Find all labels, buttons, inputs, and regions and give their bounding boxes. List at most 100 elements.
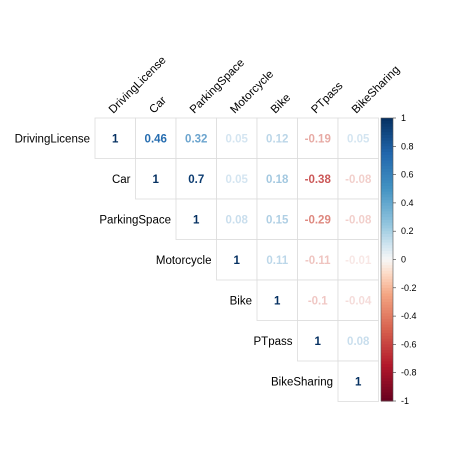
colorbar-tick-label: 0 bbox=[401, 255, 406, 265]
row-label: BikeSharing bbox=[271, 376, 333, 388]
cell-value-label: -0.29 bbox=[305, 214, 331, 226]
colorbar-segment bbox=[381, 219, 393, 224]
cell-value-label: 0.12 bbox=[266, 133, 288, 145]
colorbar-segment bbox=[381, 239, 393, 244]
cell-value-label: 1 bbox=[274, 295, 281, 307]
colorbar-segment bbox=[381, 234, 393, 238]
cell-value-label: -0.19 bbox=[305, 133, 331, 145]
column-label: BikeSharing bbox=[350, 64, 402, 116]
colorbar-segment bbox=[381, 301, 393, 306]
cell-value-label: 1 bbox=[112, 133, 119, 145]
matrix-cell bbox=[94, 117, 136, 159]
column-label: Car bbox=[147, 94, 169, 116]
column-label: Bike bbox=[269, 92, 293, 116]
colorbar-segment bbox=[381, 273, 393, 277]
colorbar-segment bbox=[381, 154, 393, 159]
colorbar-segment bbox=[381, 375, 393, 379]
colorbar-segment bbox=[381, 381, 393, 385]
colorbar-tick-label: -0.8 bbox=[401, 368, 417, 378]
colorbar-segment bbox=[381, 200, 393, 204]
colorbar-segment bbox=[381, 262, 393, 266]
colorbar-segment bbox=[381, 126, 393, 130]
matrix-cell bbox=[297, 117, 339, 159]
colorbar-segment bbox=[381, 347, 393, 351]
colorbar-segment bbox=[381, 140, 393, 144]
matrix-cell bbox=[135, 117, 177, 159]
colorbar-segment bbox=[381, 389, 393, 394]
colorbar-tick-label: -0.6 bbox=[401, 339, 417, 349]
colorbar-segment bbox=[381, 287, 393, 292]
colorbar-segment bbox=[381, 129, 393, 133]
colorbar-segment bbox=[381, 168, 393, 173]
colorbar-segment bbox=[381, 214, 393, 218]
colorbar-segment bbox=[381, 293, 393, 297]
colorbar-segment bbox=[381, 318, 393, 323]
cell-value-label: 1 bbox=[355, 376, 362, 388]
matrix-cell bbox=[216, 158, 258, 200]
colorbar-segment bbox=[381, 211, 393, 215]
row-labels: DrivingLicense Car ParkingSpace Motorcycle B… bbox=[15, 133, 333, 388]
colorbar-tick-label: -0.4 bbox=[401, 311, 417, 321]
cell-value-label: 0.18 bbox=[266, 174, 289, 186]
colorbar-segment bbox=[381, 341, 393, 345]
matrix-cell bbox=[256, 279, 298, 321]
matrix-cell bbox=[135, 158, 177, 200]
colorbar-segment bbox=[381, 282, 393, 286]
colorbar-segment bbox=[381, 386, 393, 391]
colorbar-segment bbox=[381, 364, 393, 368]
colorbar-segment bbox=[381, 217, 393, 221]
matrix-cell bbox=[175, 117, 217, 159]
colorbar-segment bbox=[381, 369, 393, 374]
cell-value-label: 0.08 bbox=[226, 214, 249, 226]
colorbar-segment bbox=[381, 185, 393, 190]
colorbar-segment bbox=[381, 392, 393, 396]
colorbar-segment bbox=[381, 177, 393, 181]
colorbar-segment bbox=[381, 146, 393, 150]
colorbar-segment bbox=[381, 344, 393, 348]
colorbar-segment bbox=[381, 367, 393, 371]
colorbar-segment bbox=[381, 267, 393, 272]
colorbar-segment bbox=[381, 395, 393, 399]
row-label: DrivingLicense bbox=[15, 133, 90, 145]
colorbar-segment bbox=[381, 134, 393, 139]
cell-value-label: 1 bbox=[153, 174, 160, 186]
cell-value-label: 0.05 bbox=[347, 133, 370, 145]
colorbar-segment bbox=[381, 208, 393, 212]
colorbar-segment bbox=[381, 259, 393, 263]
cell-value-label: 0.46 bbox=[145, 133, 167, 145]
row-label: Bike bbox=[230, 295, 252, 307]
colorbar-segment bbox=[381, 123, 393, 127]
row-label: Car bbox=[112, 174, 131, 186]
colorbar-segment bbox=[381, 137, 393, 142]
colorbar-segment bbox=[381, 163, 393, 167]
row-label: ParkingSpace bbox=[99, 214, 171, 226]
colorbar-tick-label: 0.2 bbox=[401, 226, 414, 236]
matrix-cell bbox=[297, 158, 339, 200]
cell-value-label: 1 bbox=[193, 214, 200, 226]
matrix-cell bbox=[216, 239, 258, 281]
colorbar-segment bbox=[381, 228, 393, 232]
cell-value-label: 1 bbox=[234, 255, 241, 267]
colorbar-segment bbox=[381, 316, 393, 320]
colorbar-segment bbox=[381, 120, 393, 125]
colorbar-segment bbox=[381, 330, 393, 334]
colorbar-segment bbox=[381, 160, 393, 164]
colorbar-segment bbox=[381, 248, 393, 252]
colorbar-segment bbox=[381, 372, 393, 377]
colorbar-segment bbox=[381, 183, 393, 187]
cell-values: 1 0.46 0.32 0.05 0.12 -0.19 0.05 1 0.7 0.05 0.18 -0… bbox=[112, 133, 372, 388]
colorbar-segment bbox=[381, 256, 393, 260]
cell-value-label: -0.08 bbox=[345, 174, 372, 186]
colorbar-segment bbox=[381, 171, 393, 176]
colorbar-segment bbox=[381, 202, 393, 207]
row-label: PTpass bbox=[254, 336, 293, 348]
colorbar-segment bbox=[381, 253, 393, 258]
cell-value-label: 0.11 bbox=[266, 255, 288, 267]
colorbar-tick-label: 0.4 bbox=[401, 198, 414, 208]
matrix-cell bbox=[256, 239, 298, 281]
cell-value-label: -0.04 bbox=[345, 295, 372, 307]
cell-value-label: -0.08 bbox=[345, 214, 372, 226]
cell-value-label: 0.15 bbox=[266, 214, 289, 226]
colorbar-segment bbox=[381, 174, 393, 178]
